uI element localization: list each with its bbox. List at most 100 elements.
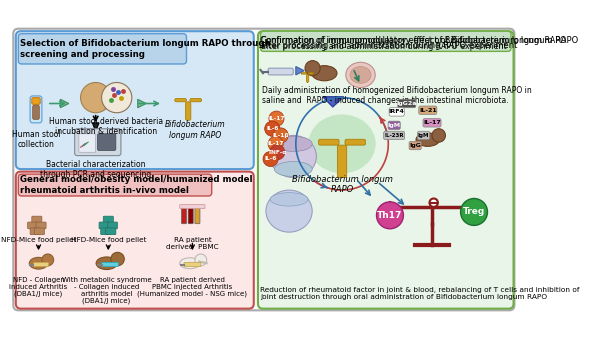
FancyBboxPatch shape xyxy=(32,105,40,119)
Ellipse shape xyxy=(416,133,440,146)
FancyBboxPatch shape xyxy=(185,102,191,120)
Circle shape xyxy=(42,254,53,266)
Ellipse shape xyxy=(274,136,312,152)
Text: HFD-Mice food pellet: HFD-Mice food pellet xyxy=(71,237,146,243)
Text: IgG2a: IgG2a xyxy=(397,101,417,106)
Ellipse shape xyxy=(308,115,376,173)
Text: Human stool derived bacteria
incubation & identification: Human stool derived bacteria incubation … xyxy=(49,117,163,136)
Text: NFD-Mice food pellet: NFD-Mice food pellet xyxy=(1,237,76,243)
FancyBboxPatch shape xyxy=(32,216,42,223)
FancyBboxPatch shape xyxy=(307,74,309,82)
FancyBboxPatch shape xyxy=(99,222,109,229)
FancyBboxPatch shape xyxy=(388,121,400,129)
FancyBboxPatch shape xyxy=(383,131,404,140)
Circle shape xyxy=(265,121,280,136)
FancyBboxPatch shape xyxy=(419,106,437,115)
Text: Bacterial characterization
through PCR and sequencing: Bacterial characterization through PCR a… xyxy=(40,160,151,179)
Text: TNF-α: TNF-α xyxy=(268,150,287,155)
Text: Reduction of rheumatoid factor in joint & blood, rebalancing of T cells and inhi: Reduction of rheumatoid factor in joint … xyxy=(260,287,580,300)
Text: RA patient
derived  PBMC: RA patient derived PBMC xyxy=(166,237,218,250)
Text: IL-17: IL-17 xyxy=(268,141,284,146)
FancyBboxPatch shape xyxy=(106,228,116,235)
FancyBboxPatch shape xyxy=(195,207,200,224)
Text: Selection of Bifidobacterium longum RAPO through
screening and processing: Selection of Bifidobacterium longum RAPO… xyxy=(20,39,271,59)
FancyBboxPatch shape xyxy=(319,139,339,145)
FancyBboxPatch shape xyxy=(409,141,421,150)
Ellipse shape xyxy=(96,257,117,270)
FancyBboxPatch shape xyxy=(389,108,404,116)
FancyBboxPatch shape xyxy=(268,68,293,75)
FancyBboxPatch shape xyxy=(28,222,38,229)
Text: Human stool
collection: Human stool collection xyxy=(11,129,61,149)
Text: Daily administration of homogenized Bifidobacterium longum RAPO in
saline and  R: Daily administration of homogenized Bifi… xyxy=(262,86,532,105)
FancyBboxPatch shape xyxy=(184,262,201,266)
Circle shape xyxy=(270,145,285,160)
FancyBboxPatch shape xyxy=(190,98,202,102)
Polygon shape xyxy=(323,97,344,107)
Circle shape xyxy=(305,61,320,76)
FancyBboxPatch shape xyxy=(101,228,111,235)
Circle shape xyxy=(461,199,487,225)
FancyBboxPatch shape xyxy=(34,262,49,266)
Text: IL-6: IL-6 xyxy=(265,157,277,161)
Circle shape xyxy=(263,152,278,166)
Text: IL-17: IL-17 xyxy=(423,120,441,125)
FancyBboxPatch shape xyxy=(107,222,118,229)
Text: RA patient derived
PBMC injected Arthritis
(Humanized model - NSG mice): RA patient derived PBMC injected Arthrit… xyxy=(137,277,247,297)
FancyBboxPatch shape xyxy=(34,228,44,235)
FancyBboxPatch shape xyxy=(101,262,118,266)
Circle shape xyxy=(430,199,438,207)
FancyBboxPatch shape xyxy=(302,73,307,74)
Text: Treg: Treg xyxy=(463,207,485,217)
Text: IL-6: IL-6 xyxy=(266,126,278,131)
FancyBboxPatch shape xyxy=(97,134,116,151)
Circle shape xyxy=(269,111,284,126)
Circle shape xyxy=(432,129,445,142)
FancyBboxPatch shape xyxy=(181,207,187,224)
Ellipse shape xyxy=(270,136,316,178)
Text: IL-17: IL-17 xyxy=(268,116,285,121)
Circle shape xyxy=(80,82,111,113)
Circle shape xyxy=(268,136,283,152)
FancyBboxPatch shape xyxy=(337,145,347,178)
FancyBboxPatch shape xyxy=(260,31,511,52)
Text: With metabolic syndrome
- Collagen induced
arthritis model
(DBA1/J mice): With metabolic syndrome - Collagen induc… xyxy=(62,277,151,304)
Text: Confirmation of immunomodulatory effect of Bifidobacterium longum RAPO: Confirmation of immunomodulatory effect … xyxy=(260,36,579,45)
Text: IgM: IgM xyxy=(388,123,401,128)
FancyBboxPatch shape xyxy=(423,119,441,127)
Ellipse shape xyxy=(266,190,312,232)
FancyBboxPatch shape xyxy=(175,98,187,102)
FancyBboxPatch shape xyxy=(345,139,365,145)
Text: IgG: IgG xyxy=(409,143,421,148)
Text: Bifidobacterium
longum RAPO: Bifidobacterium longum RAPO xyxy=(164,120,225,140)
Ellipse shape xyxy=(180,258,200,269)
FancyBboxPatch shape xyxy=(398,99,416,108)
Text: IL-1β: IL-1β xyxy=(272,133,289,138)
Circle shape xyxy=(111,252,124,266)
FancyBboxPatch shape xyxy=(180,204,205,208)
FancyBboxPatch shape xyxy=(103,216,113,223)
FancyBboxPatch shape xyxy=(30,228,40,235)
FancyBboxPatch shape xyxy=(418,131,430,140)
Text: IL-21: IL-21 xyxy=(419,108,437,113)
Circle shape xyxy=(377,202,403,229)
FancyBboxPatch shape xyxy=(308,73,314,74)
Text: General model/obesity model/humanized model
rheumatoid arthritis in-vivo model: General model/obesity model/humanized mo… xyxy=(20,175,253,195)
Polygon shape xyxy=(138,99,146,108)
Text: after processing and administration during RAPO experiment: after processing and administration duri… xyxy=(262,42,507,51)
Circle shape xyxy=(101,82,132,113)
Circle shape xyxy=(273,128,288,143)
Circle shape xyxy=(195,254,206,266)
Ellipse shape xyxy=(270,193,308,206)
Text: Th17: Th17 xyxy=(377,211,403,220)
Ellipse shape xyxy=(29,257,48,269)
FancyBboxPatch shape xyxy=(19,174,212,196)
Polygon shape xyxy=(61,99,69,108)
Ellipse shape xyxy=(350,66,371,83)
Text: Confirmation of immunomodulatory effect of Bifidobacterium longum RAPO: Confirmation of immunomodulatory effect … xyxy=(262,36,566,45)
FancyBboxPatch shape xyxy=(16,172,254,308)
FancyBboxPatch shape xyxy=(13,29,514,310)
Text: IL-23R: IL-23R xyxy=(385,133,404,138)
FancyBboxPatch shape xyxy=(30,96,42,123)
FancyBboxPatch shape xyxy=(188,207,193,224)
